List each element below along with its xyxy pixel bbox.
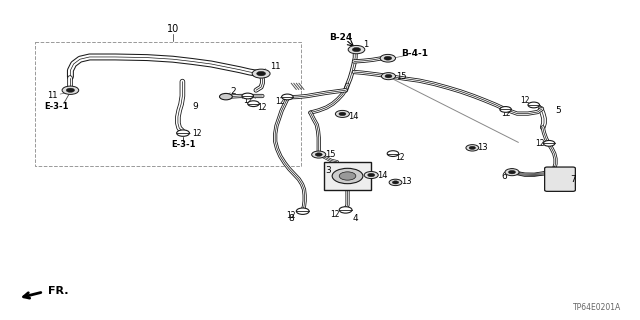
Circle shape (543, 140, 555, 146)
Text: 12: 12 (520, 96, 529, 105)
Text: 4: 4 (353, 214, 358, 223)
Circle shape (389, 179, 402, 186)
Text: 2: 2 (231, 87, 236, 96)
Text: 14: 14 (378, 171, 388, 180)
Circle shape (67, 88, 74, 92)
Text: E-3-1: E-3-1 (44, 102, 68, 111)
Circle shape (312, 151, 326, 158)
Text: FR.: FR. (48, 286, 68, 296)
Circle shape (220, 93, 232, 100)
Text: B-24: B-24 (329, 33, 352, 42)
Circle shape (335, 110, 349, 117)
Text: 7: 7 (570, 175, 575, 184)
Circle shape (381, 73, 396, 80)
Text: 12: 12 (331, 210, 340, 219)
Text: E-3-1: E-3-1 (171, 140, 195, 149)
Circle shape (364, 172, 378, 179)
Circle shape (387, 151, 399, 156)
Text: TP64E0201A: TP64E0201A (573, 303, 621, 312)
Text: 5: 5 (556, 106, 561, 115)
Circle shape (367, 173, 375, 177)
Circle shape (505, 169, 519, 176)
Circle shape (339, 112, 346, 116)
Circle shape (339, 172, 356, 180)
Text: 15: 15 (325, 150, 335, 159)
Text: 12: 12 (501, 109, 510, 118)
Text: 10: 10 (166, 24, 179, 34)
Circle shape (296, 208, 309, 214)
Circle shape (466, 145, 479, 151)
Circle shape (392, 181, 399, 184)
FancyBboxPatch shape (324, 162, 371, 190)
Circle shape (62, 86, 79, 94)
FancyBboxPatch shape (545, 167, 575, 191)
Circle shape (509, 170, 516, 174)
Circle shape (352, 47, 361, 52)
Text: 8: 8 (289, 214, 294, 223)
Circle shape (380, 54, 396, 62)
Circle shape (248, 101, 259, 107)
Text: 12: 12 (258, 103, 267, 112)
Text: 14: 14 (348, 112, 358, 121)
Circle shape (332, 168, 363, 184)
Circle shape (339, 207, 352, 213)
Text: 11: 11 (47, 91, 58, 100)
Text: 11: 11 (270, 62, 280, 71)
Circle shape (316, 153, 323, 156)
Text: 12: 12 (396, 153, 404, 162)
Text: 9: 9 (193, 102, 198, 111)
Text: 3: 3 (325, 166, 330, 175)
Circle shape (384, 56, 392, 60)
Circle shape (177, 130, 189, 136)
Text: 12: 12 (275, 97, 284, 106)
Circle shape (469, 146, 476, 149)
Text: 12: 12 (243, 96, 252, 105)
Text: 15: 15 (396, 72, 406, 81)
Circle shape (385, 74, 392, 78)
Text: 13: 13 (477, 143, 488, 152)
Circle shape (252, 69, 270, 78)
Circle shape (242, 93, 253, 99)
Text: 12: 12 (536, 139, 545, 148)
Text: B-4-1: B-4-1 (401, 49, 428, 58)
Circle shape (500, 107, 511, 112)
Text: 1: 1 (364, 40, 369, 49)
Text: 12: 12 (193, 129, 202, 138)
Text: 12: 12 (287, 211, 296, 220)
Text: 13: 13 (401, 177, 412, 186)
Text: 6: 6 (502, 172, 507, 181)
Circle shape (528, 102, 540, 108)
Circle shape (348, 45, 365, 54)
Circle shape (282, 94, 293, 100)
Circle shape (257, 71, 266, 76)
